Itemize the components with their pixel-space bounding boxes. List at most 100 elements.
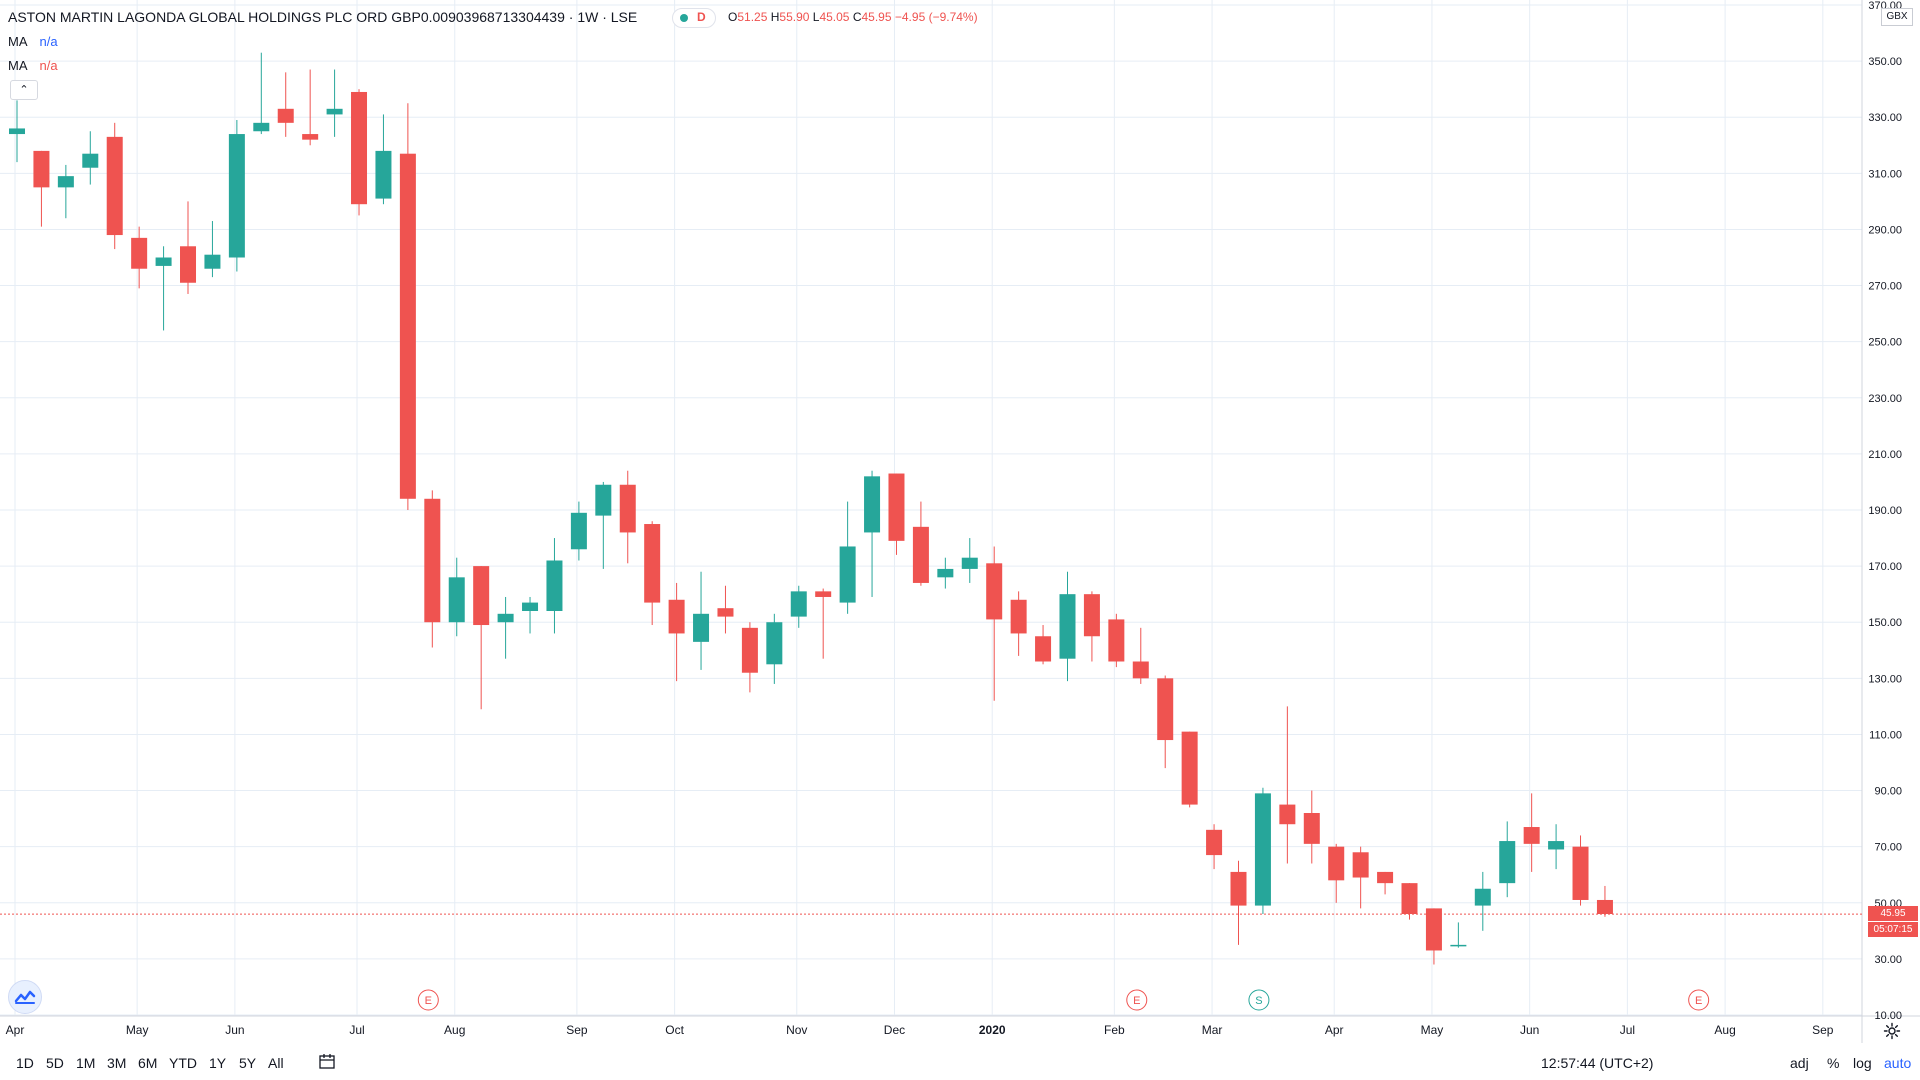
candle: [302, 69, 319, 146]
log-scale-toggle[interactable]: log: [1853, 1055, 1872, 1071]
timeframe-all[interactable]: All: [268, 1055, 284, 1071]
candle: [326, 69, 343, 137]
candle-body: [33, 150, 50, 188]
candle: [1596, 885, 1613, 917]
candle-body: [1572, 846, 1589, 900]
candle: [766, 613, 783, 684]
candle: [1425, 908, 1442, 965]
candle-body: [888, 473, 905, 541]
x-tick-label: May: [1421, 1023, 1444, 1037]
candle-body: [766, 622, 783, 665]
auto-scale-toggle[interactable]: auto: [1884, 1055, 1912, 1071]
candle-body: [1010, 599, 1027, 634]
timeframe-1d[interactable]: 1D: [16, 1055, 34, 1071]
y-tick-label: 250.00: [1868, 337, 1902, 349]
candle-body: [106, 136, 123, 236]
candle-body: [1303, 813, 1320, 844]
x-tick-label: Jun: [1520, 1023, 1539, 1037]
y-tick-label: 330.00: [1868, 112, 1902, 124]
candle-body: [1328, 846, 1345, 881]
earnings-marker: E: [1126, 989, 1148, 1011]
candle: [277, 72, 294, 137]
timeframe-ytd[interactable]: YTD: [169, 1055, 197, 1071]
symbol-title[interactable]: ASTON MARTIN LAGONDA GLOBAL HOLDINGS PLC…: [8, 9, 638, 25]
x-tick-label: Feb: [1104, 1023, 1125, 1037]
indicator-name: MA: [8, 34, 28, 49]
y-tick-label: 310.00: [1868, 168, 1902, 180]
gear-icon[interactable]: [1883, 1022, 1901, 1043]
split-marker: S: [1248, 989, 1270, 1011]
candle: [619, 470, 636, 564]
timeframe-3m[interactable]: 3M: [107, 1055, 127, 1071]
percent-scale-toggle[interactable]: %: [1827, 1055, 1840, 1071]
y-tick-label: 350.00: [1868, 56, 1902, 68]
indicator-ma-1[interactable]: MA n/a: [8, 34, 58, 49]
candle: [1377, 871, 1394, 895]
candle: [1108, 613, 1125, 668]
candle-body: [961, 557, 978, 569]
candle-body: [839, 546, 856, 603]
status-letter: D: [697, 10, 706, 24]
candle: [717, 585, 734, 634]
open-value: 51.25: [737, 10, 768, 24]
y-tick-label: 70.00: [1874, 842, 1902, 854]
legend-collapse-button[interactable]: ⌃: [10, 80, 38, 100]
candle: [1010, 591, 1027, 656]
market-status-pill[interactable]: D: [672, 8, 716, 28]
candle-body: [131, 237, 148, 269]
close-value: 45.95: [861, 10, 892, 24]
candle: [668, 582, 685, 682]
price-axis-unit[interactable]: GBX: [1881, 8, 1913, 26]
earnings-marker: E: [417, 989, 439, 1011]
timeframe-5d[interactable]: 5D: [46, 1055, 64, 1071]
adjust-toggle[interactable]: adj: [1790, 1055, 1809, 1071]
timeframe-6m[interactable]: 6M: [138, 1055, 158, 1071]
candle-body: [1157, 678, 1174, 741]
candle-body: [228, 134, 245, 258]
candle: [155, 246, 172, 331]
x-tick-label: Nov: [786, 1023, 807, 1037]
candle: [741, 622, 758, 693]
candle: [961, 538, 978, 583]
candle-body: [644, 524, 661, 603]
candle: [1254, 787, 1271, 914]
candle: [82, 131, 99, 185]
candle-body: [1499, 841, 1516, 884]
candle: [1279, 706, 1296, 864]
candle: [570, 501, 587, 561]
y-tick-label: 150.00: [1868, 617, 1902, 629]
change-value: −4.95 (−9.74%): [894, 10, 978, 24]
candle: [1083, 591, 1100, 662]
x-tick-label: Oct: [665, 1023, 684, 1037]
y-tick-label: 90.00: [1874, 786, 1902, 798]
candle-body: [546, 560, 563, 611]
timeframe-1y[interactable]: 1Y: [209, 1055, 227, 1071]
candle-body: [1108, 619, 1125, 662]
candle-body: [448, 577, 465, 623]
candle: [839, 501, 856, 614]
candle: [1181, 731, 1198, 808]
clock-readout[interactable]: 12:57:44 (UTC+2): [1541, 1055, 1654, 1071]
calendar-range-icon[interactable]: [318, 1053, 336, 1074]
candle: [1230, 860, 1247, 945]
candle: [937, 557, 954, 589]
candle-body: [595, 484, 612, 516]
candle-body: [57, 176, 74, 188]
timeframe-5y[interactable]: 5Y: [239, 1055, 257, 1071]
candle: [375, 114, 392, 205]
candle: [986, 546, 1003, 701]
candle: [693, 571, 710, 670]
candle: [1548, 824, 1565, 870]
candle-body: [986, 563, 1003, 620]
candle-body: [912, 526, 929, 583]
low-value: 45.05: [819, 10, 850, 24]
x-tick-label: Sep: [1812, 1023, 1834, 1037]
candle-body: [570, 512, 587, 550]
candle-body: [204, 254, 221, 269]
timeframe-1m[interactable]: 1M: [76, 1055, 96, 1071]
candle: [1132, 627, 1149, 684]
indicator-ma-2[interactable]: MA n/a: [8, 58, 58, 73]
tradingview-logo-icon[interactable]: [8, 980, 42, 1014]
